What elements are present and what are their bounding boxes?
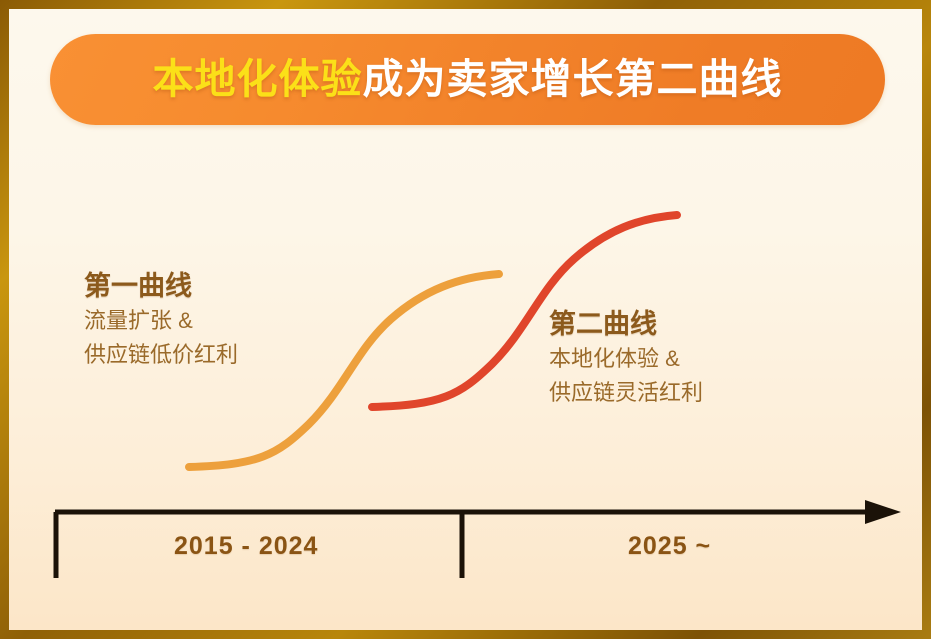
title-highlight: 本地化体验: [152, 56, 363, 102]
second-curve-sub-line2: 供应链灵活红利: [549, 380, 704, 406]
timeline-axis: [53, 500, 901, 578]
second-curve-sub-line1: 本地化体验 &: [549, 346, 680, 372]
curves-chart: [53, 211, 901, 578]
first-curve-label: 第一曲线 流量扩张 & 供应链低价红利: [84, 271, 238, 371]
axis-period-right: 2025 ~: [628, 532, 712, 560]
first-curve-sub-line1: 流量扩张 &: [84, 308, 193, 334]
infographic-canvas: 本地化体验成为卖家增长第二曲线 第一曲线 流量扩张 & 供应链低价红利 第二曲线: [9, 9, 922, 630]
second-curve-line: [368, 211, 681, 411]
axis-period-left: 2015 - 2024: [174, 532, 319, 560]
axis-arrow-head: [865, 500, 901, 524]
first-curve-title: 第一曲线: [84, 271, 192, 301]
first-curve-sub-line2: 供应链低价红利: [84, 342, 239, 368]
title-banner-text: 本地化体验成为卖家增长第二曲线: [153, 59, 783, 100]
title-rest: 成为卖家增长第二曲线: [362, 56, 783, 102]
first-curve-line: [185, 270, 503, 471]
second-curve-title: 第二曲线: [549, 309, 657, 339]
second-curve-label: 第二曲线 本地化体验 & 供应链灵活红利: [549, 309, 703, 409]
title-banner: 本地化体验成为卖家增长第二曲线: [50, 34, 885, 125]
